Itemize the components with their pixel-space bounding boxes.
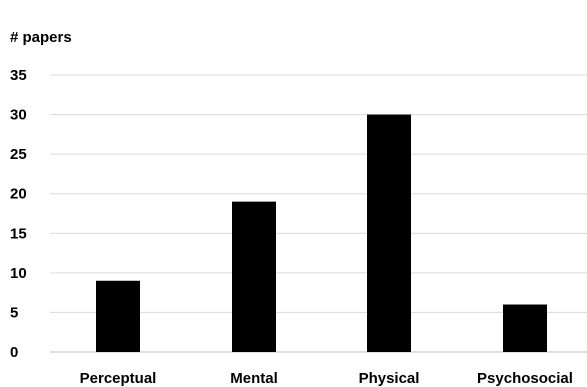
y-tick-label: 15 bbox=[10, 225, 27, 242]
bars bbox=[96, 114, 547, 352]
y-tick-label: 20 bbox=[10, 186, 27, 203]
y-axis-ticks: 0 5 10 15 20 25 30 35 bbox=[10, 67, 27, 361]
y-tick-label: 0 bbox=[10, 344, 18, 361]
category-label-perceptual: Perceptual bbox=[80, 370, 157, 387]
y-tick-label: 30 bbox=[10, 107, 27, 124]
x-axis-categories: Perceptual Mental Physical Psychosocial bbox=[80, 370, 573, 387]
bar-psychosocial bbox=[503, 304, 547, 352]
y-axis-label: # papers bbox=[10, 29, 72, 46]
category-label-physical: Physical bbox=[359, 370, 420, 387]
category-label-psychosocial: Psychosocial bbox=[477, 370, 573, 387]
gridlines bbox=[50, 74, 587, 313]
bar-physical bbox=[367, 114, 411, 352]
y-tick-label: 35 bbox=[10, 67, 27, 84]
category-label-mental: Mental bbox=[230, 370, 278, 387]
bar-mental bbox=[232, 201, 276, 352]
bar-perceptual bbox=[96, 280, 140, 352]
y-tick-label: 25 bbox=[10, 146, 27, 163]
y-tick-label: 10 bbox=[10, 265, 27, 282]
y-tick-label: 5 bbox=[10, 304, 18, 321]
